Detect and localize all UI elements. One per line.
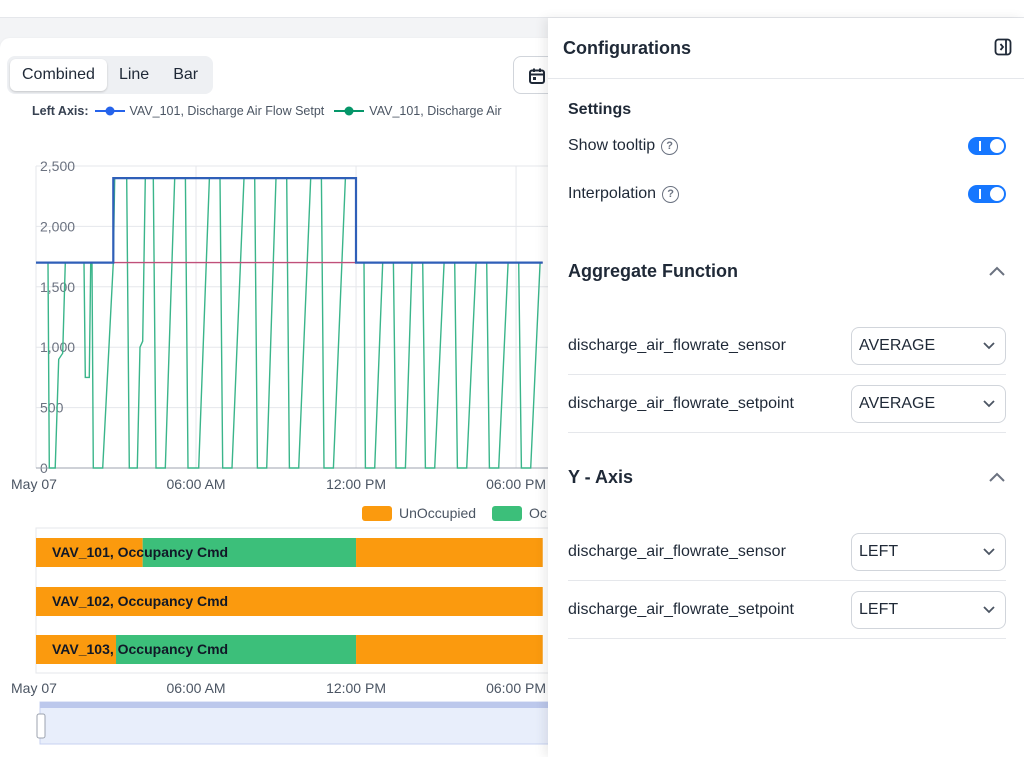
y-tick-label: 1,000: [40, 339, 75, 355]
yaxis-row-name: discharge_air_flowrate_sensor: [568, 542, 786, 560]
timeline-segment: [116, 635, 357, 664]
x-tick-label: May 07: [11, 476, 57, 492]
tab-line[interactable]: Line: [118, 66, 150, 83]
x-tick-label: 06:00 AM: [166, 680, 225, 696]
aggregate-select-sensor[interactable]: AVERAGE: [851, 327, 1006, 365]
y-tick-label: 500: [40, 400, 64, 416]
timeline-row-label: VAV_103, Occupancy Cmd: [52, 641, 228, 657]
toggle-on-mark: [979, 189, 981, 199]
x-tick-label: 06:00 PM: [486, 680, 546, 696]
chart-type-toggle: Combined Line Bar: [7, 56, 214, 94]
range-slider-bar: [40, 702, 560, 708]
interpolation-row: Interpolation ?: [568, 182, 1006, 206]
chevron-down-icon: [983, 342, 995, 350]
yaxis-row-sensor: discharge_air_flowrate_sensor LEFT: [568, 523, 1006, 581]
chevron-down-icon: [983, 548, 995, 556]
timeline-segment: [36, 635, 117, 664]
aggregate-function-heading: Aggregate Function: [568, 261, 738, 281]
y-tick-label: 1,500: [40, 279, 75, 295]
y-axis-heading: Y - Axis: [568, 467, 634, 487]
panel-collapse-icon[interactable]: [994, 38, 1012, 56]
legend-marker-setpt: [94, 106, 125, 116]
chevron-down-icon: [983, 400, 995, 408]
aggregate-select-setpoint[interactable]: AVERAGE: [851, 385, 1006, 423]
tab-combined[interactable]: Combined: [10, 59, 107, 91]
legend-item-setpt[interactable]: VAV_101, Discharge Air Flow Setpt: [94, 104, 325, 118]
y-tick-label: 2,000: [40, 218, 75, 234]
show-tooltip-row: Show tooltip ?: [568, 134, 1006, 158]
legend-item-label: VAV_101, Discharge Air: [369, 104, 502, 118]
aggregate-row-name: discharge_air_flowrate_setpoint: [568, 394, 794, 412]
legend-item-label: VAV_101, Discharge Air Flow Setpt: [129, 104, 325, 118]
toggle-on-mark: [979, 141, 981, 151]
x-tick-label: May 07: [11, 680, 57, 696]
chevron-up-icon[interactable]: [988, 471, 1006, 483]
chevron-down-icon: [983, 606, 995, 614]
timeline-legend-label: UnOccupied: [399, 505, 476, 521]
legend-item-sensor[interactable]: VAV_101, Discharge Air: [334, 104, 502, 118]
aggregate-row-name: discharge_air_flowrate_sensor: [568, 336, 786, 354]
yaxis-select-sensor[interactable]: LEFT: [851, 533, 1006, 571]
yaxis-row-name: discharge_air_flowrate_setpoint: [568, 600, 794, 618]
occupancy-timeline: UnOccupied Oc VAV_101, Occupancy Cmd VAV_10…: [11, 505, 560, 745]
x-tick-label: 12:00 PM: [326, 476, 386, 492]
select-value: AVERAGE: [859, 395, 936, 412]
timeline-segment: [356, 538, 543, 567]
timeline-segment: [356, 635, 543, 664]
panel-header: Configurations: [548, 18, 1024, 79]
x-tick-label: 06:00 PM: [486, 476, 546, 492]
settings-heading: Settings: [568, 101, 632, 118]
chart-legend: Left Axis: VAV_101, Discharge Air Flow S…: [32, 103, 512, 119]
series-line: [36, 177, 541, 469]
toggle-knob: [990, 187, 1004, 201]
timeline-row-label: VAV_101, Occupancy Cmd: [52, 544, 228, 560]
interpolation-label: Interpolation: [568, 185, 657, 202]
tab-bar[interactable]: Bar: [173, 66, 199, 83]
configurations-panel: Configurations Settings Show tooltip ? I…: [548, 18, 1024, 757]
select-value: LEFT: [859, 543, 899, 560]
show-tooltip-label: Show tooltip: [568, 137, 656, 154]
timeline-legend-swatch: [492, 506, 522, 521]
yaxis-row-setpoint: discharge_air_flowrate_setpoint LEFT: [568, 581, 1006, 639]
timeline-segment: [142, 538, 357, 567]
series-line: [36, 176, 543, 264]
panel-title: Configurations: [563, 38, 691, 58]
aggregate-row-setpoint: discharge_air_flowrate_setpoint AVERAGE: [568, 375, 1006, 433]
aggregate-row-sensor: discharge_air_flowrate_sensor AVERAGE: [568, 317, 1006, 375]
range-slider-track: [39, 701, 560, 745]
legend-marker-sensor: [334, 106, 365, 116]
help-icon[interactable]: ?: [662, 185, 680, 203]
select-value: LEFT: [859, 601, 899, 618]
range-slider-handle: [36, 713, 46, 739]
chevron-up-icon[interactable]: [988, 265, 1006, 277]
x-tick-label: 06:00 AM: [166, 476, 225, 492]
timeline-segment: [36, 538, 143, 567]
timeline-legend-swatch: [362, 506, 392, 521]
yaxis-select-setpoint[interactable]: LEFT: [851, 591, 1006, 629]
select-value: AVERAGE: [859, 337, 936, 354]
timeline-row-label: VAV_102, Occupancy Cmd: [52, 593, 228, 609]
show-tooltip-toggle[interactable]: [968, 137, 1006, 155]
legend-axis-label: Left Axis:: [32, 104, 89, 118]
interpolation-toggle[interactable]: [968, 185, 1006, 203]
calendar-icon: [529, 68, 545, 84]
y-tick-label: 2,500: [40, 158, 75, 174]
x-tick-label: 12:00 PM: [326, 680, 386, 696]
help-icon[interactable]: ?: [661, 137, 679, 155]
timeline-legend-label: Oc: [529, 505, 547, 521]
timeline-segment: [36, 587, 543, 616]
toggle-knob: [990, 139, 1004, 153]
top-bar: [0, 0, 1024, 18]
